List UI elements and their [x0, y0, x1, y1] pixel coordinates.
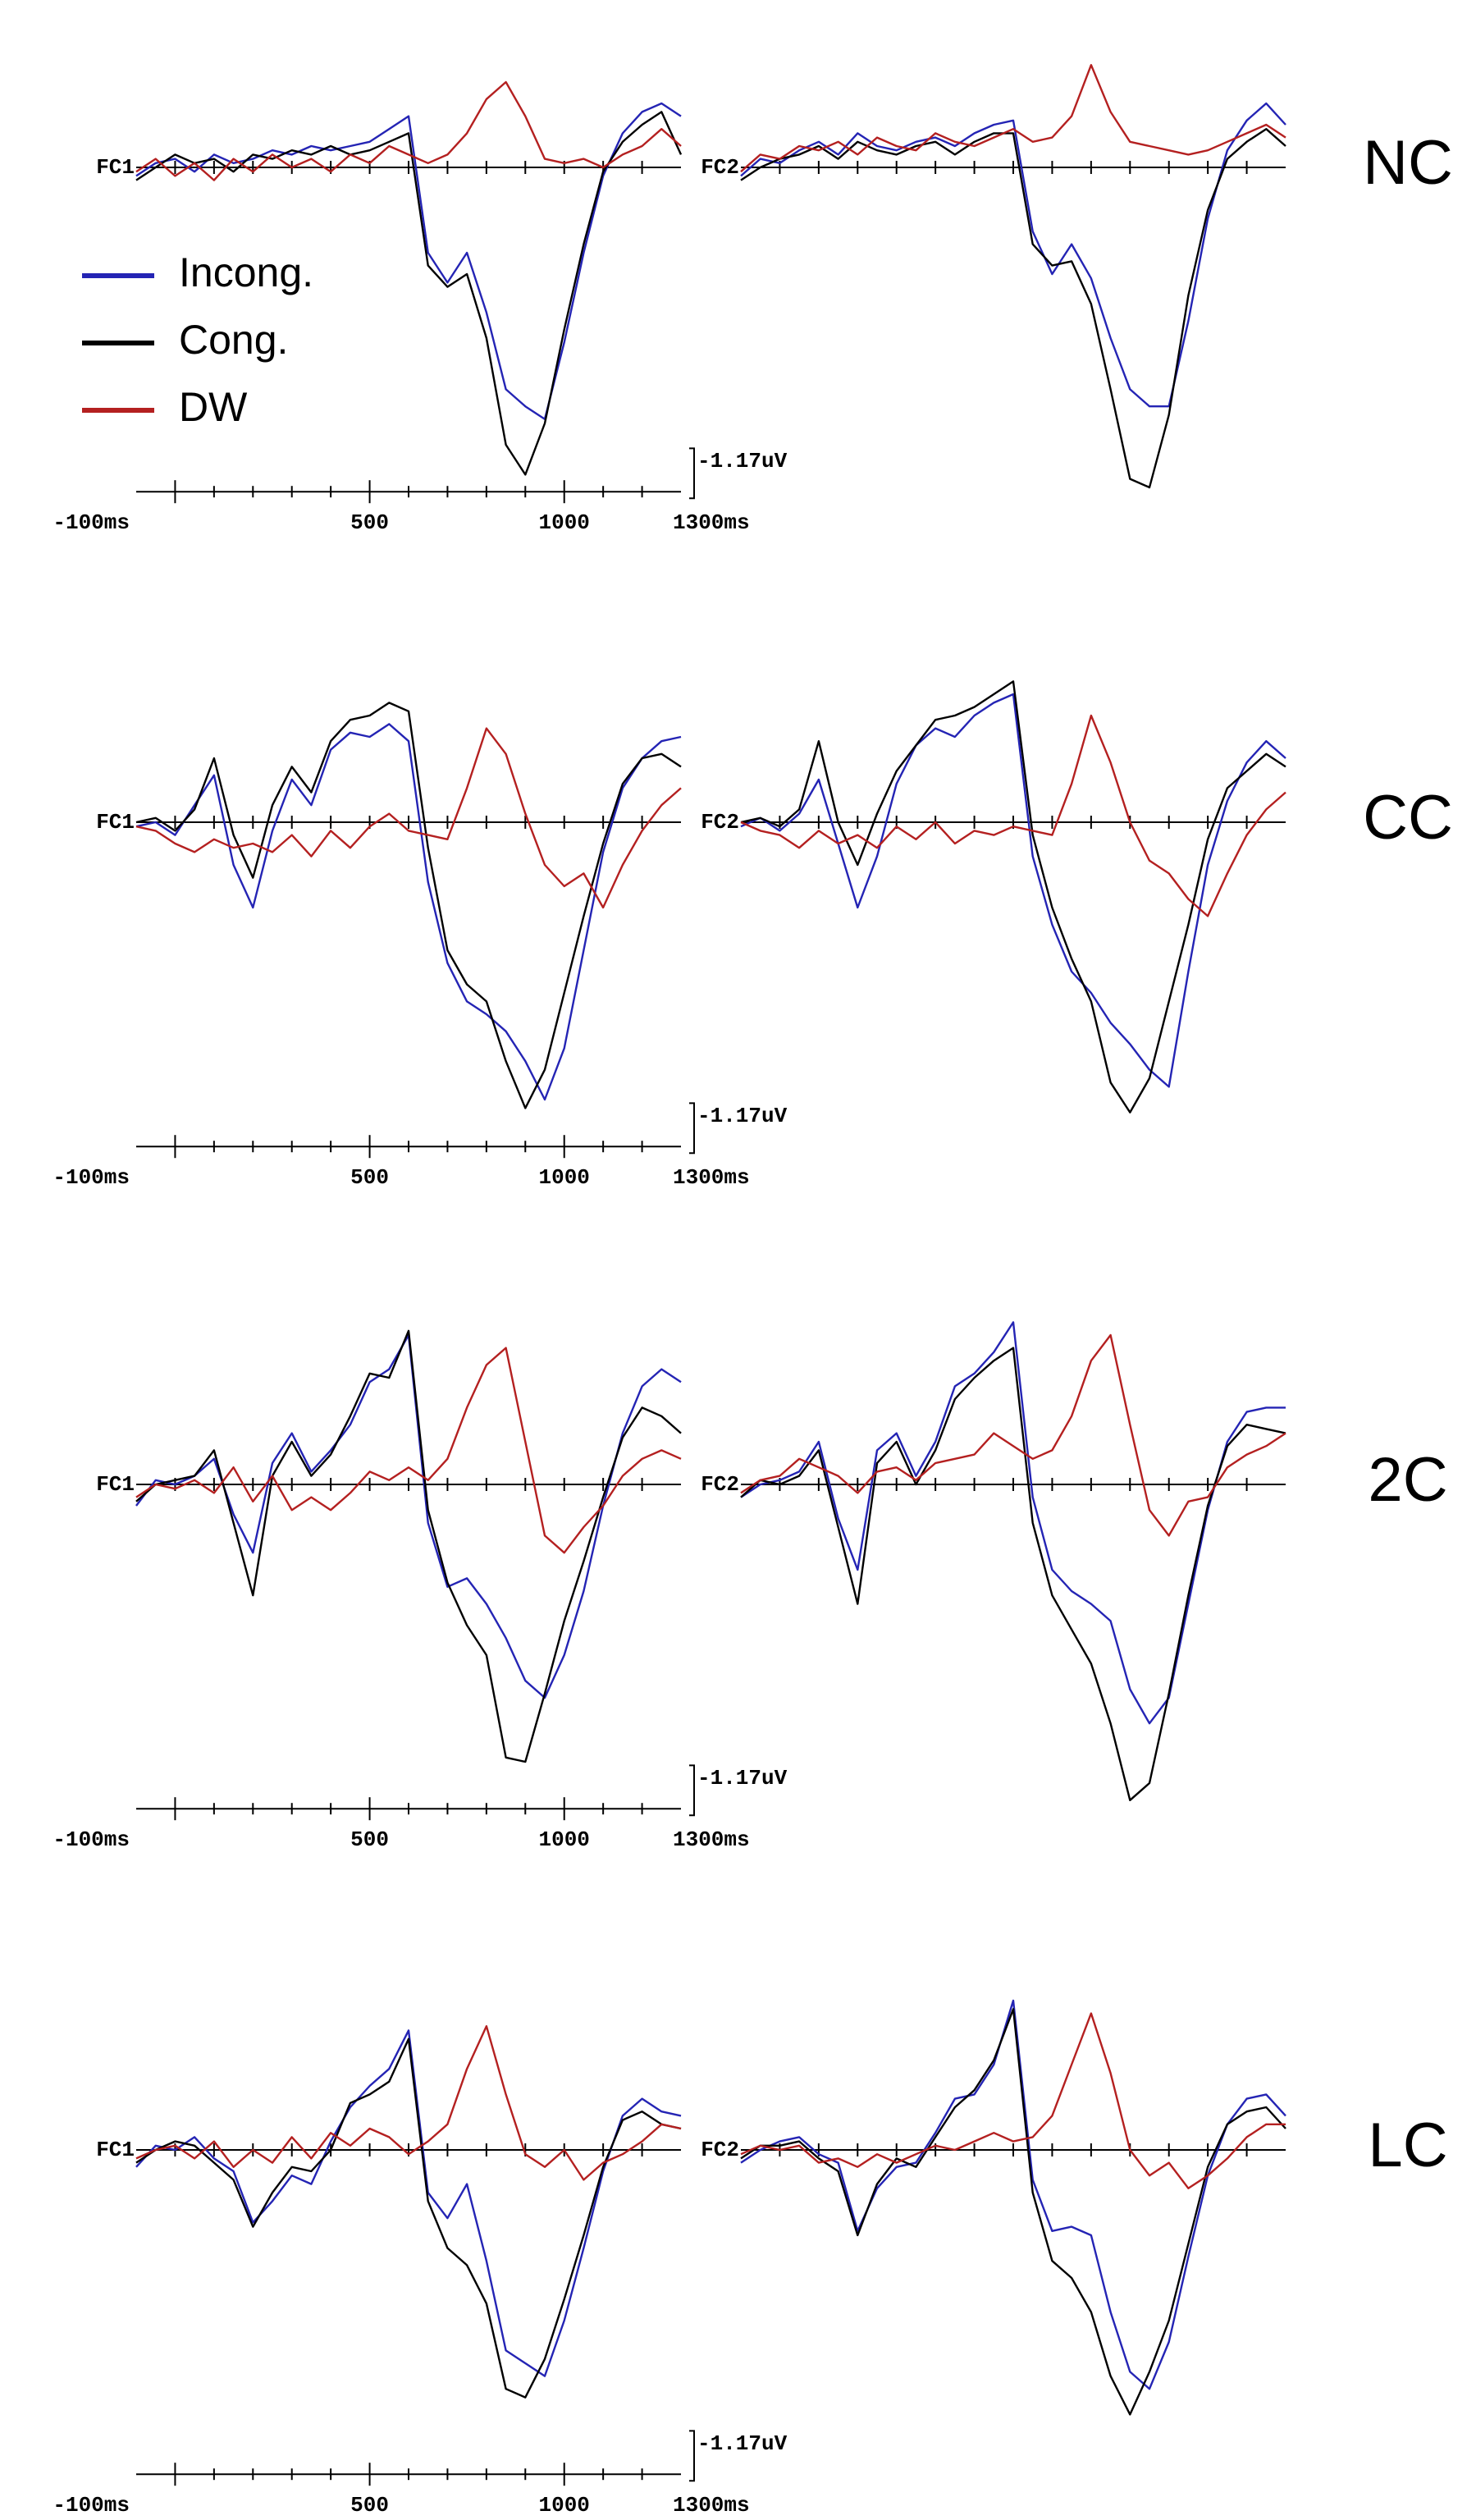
channel-label: FC1 — [96, 1472, 135, 1497]
waveform — [740, 128, 1286, 489]
channel-label: FC2 — [701, 155, 739, 180]
x-tick-label: -100ms — [53, 2493, 130, 2518]
x-tick-label: 500 — [350, 1827, 389, 1852]
waveform — [135, 102, 682, 420]
waveform — [135, 80, 682, 181]
waveform — [135, 727, 682, 909]
waveform — [740, 1333, 1286, 1537]
waveform — [740, 64, 1286, 173]
waveform — [135, 702, 682, 1109]
x-tick-label: 1300ms — [673, 510, 750, 535]
x-tick-label: 1000 — [539, 1165, 590, 1190]
x-tick-label: 1300ms — [673, 1165, 750, 1190]
x-tick-label: -100ms — [53, 1827, 130, 1852]
waveform — [135, 723, 682, 1101]
x-tick-label: -100ms — [53, 1165, 130, 1190]
x-tick-label: 1000 — [539, 510, 590, 535]
waveform — [135, 2029, 682, 2377]
row-label: CC — [1363, 783, 1453, 853]
x-tick-label: 1000 — [539, 2493, 590, 2518]
scale-bar — [689, 1102, 695, 1155]
waveform — [740, 1321, 1286, 1725]
waveform — [740, 680, 1286, 1114]
channel-label: FC1 — [96, 810, 135, 835]
legend-label: DW — [179, 384, 248, 430]
row-label: 2C — [1368, 1445, 1447, 1515]
scale-bar — [689, 447, 695, 500]
x-tick-label: 500 — [350, 2493, 389, 2518]
scale-bar-label: -1.17uV — [697, 1766, 788, 1791]
channel-label: FC1 — [96, 2138, 135, 2162]
legend-label: Incong. — [179, 249, 313, 295]
x-tick-label: 1300ms — [673, 1827, 750, 1852]
x-tick-label: -100ms — [53, 510, 130, 535]
legend-label: Cong. — [179, 317, 288, 363]
x-tick-label: 1300ms — [673, 2493, 750, 2518]
row-label: LC — [1368, 2111, 1447, 2180]
waveform — [135, 1329, 682, 1763]
scale-bar-label: -1.17uV — [697, 1104, 788, 1128]
waveform — [740, 714, 1286, 917]
waveform — [135, 2025, 682, 2181]
waveform — [740, 1347, 1286, 1801]
scale-bar — [689, 2430, 695, 2482]
channel-label: FC1 — [96, 155, 135, 180]
waveform — [740, 693, 1286, 1088]
waveform — [135, 2037, 682, 2399]
waveform — [740, 2008, 1286, 2416]
waveform — [135, 1347, 682, 1554]
x-tick-label: 500 — [350, 510, 389, 535]
row-label: NC — [1363, 128, 1453, 198]
waveform — [740, 2012, 1286, 2189]
channel-label: FC2 — [701, 2138, 739, 2162]
channel-label: FC2 — [701, 810, 739, 835]
channel-label: FC2 — [701, 1472, 739, 1497]
x-tick-label: 1000 — [539, 1827, 590, 1852]
scale-bar-label: -1.17uV — [697, 2431, 788, 2456]
waveform — [740, 102, 1286, 408]
scale-bar — [689, 1764, 695, 1817]
scale-bar-label: -1.17uV — [697, 449, 788, 473]
x-tick-label: 500 — [350, 1165, 389, 1190]
